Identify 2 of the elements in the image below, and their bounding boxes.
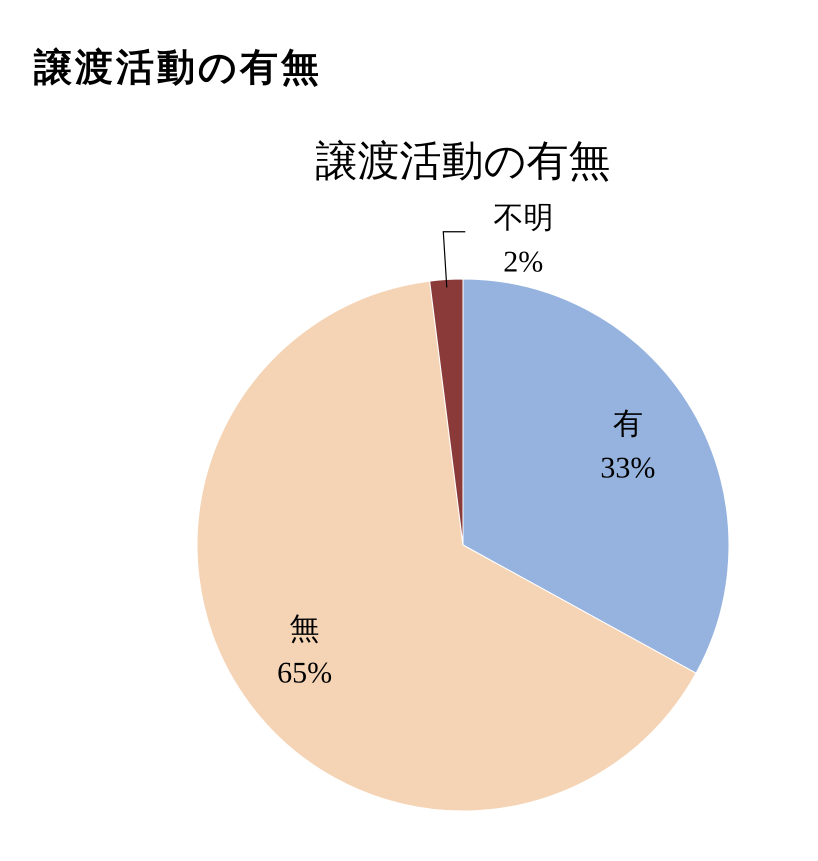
title: 譲渡活動の有無 bbox=[34, 45, 322, 89]
chart-title: 譲渡活動の有無 bbox=[316, 139, 610, 185]
